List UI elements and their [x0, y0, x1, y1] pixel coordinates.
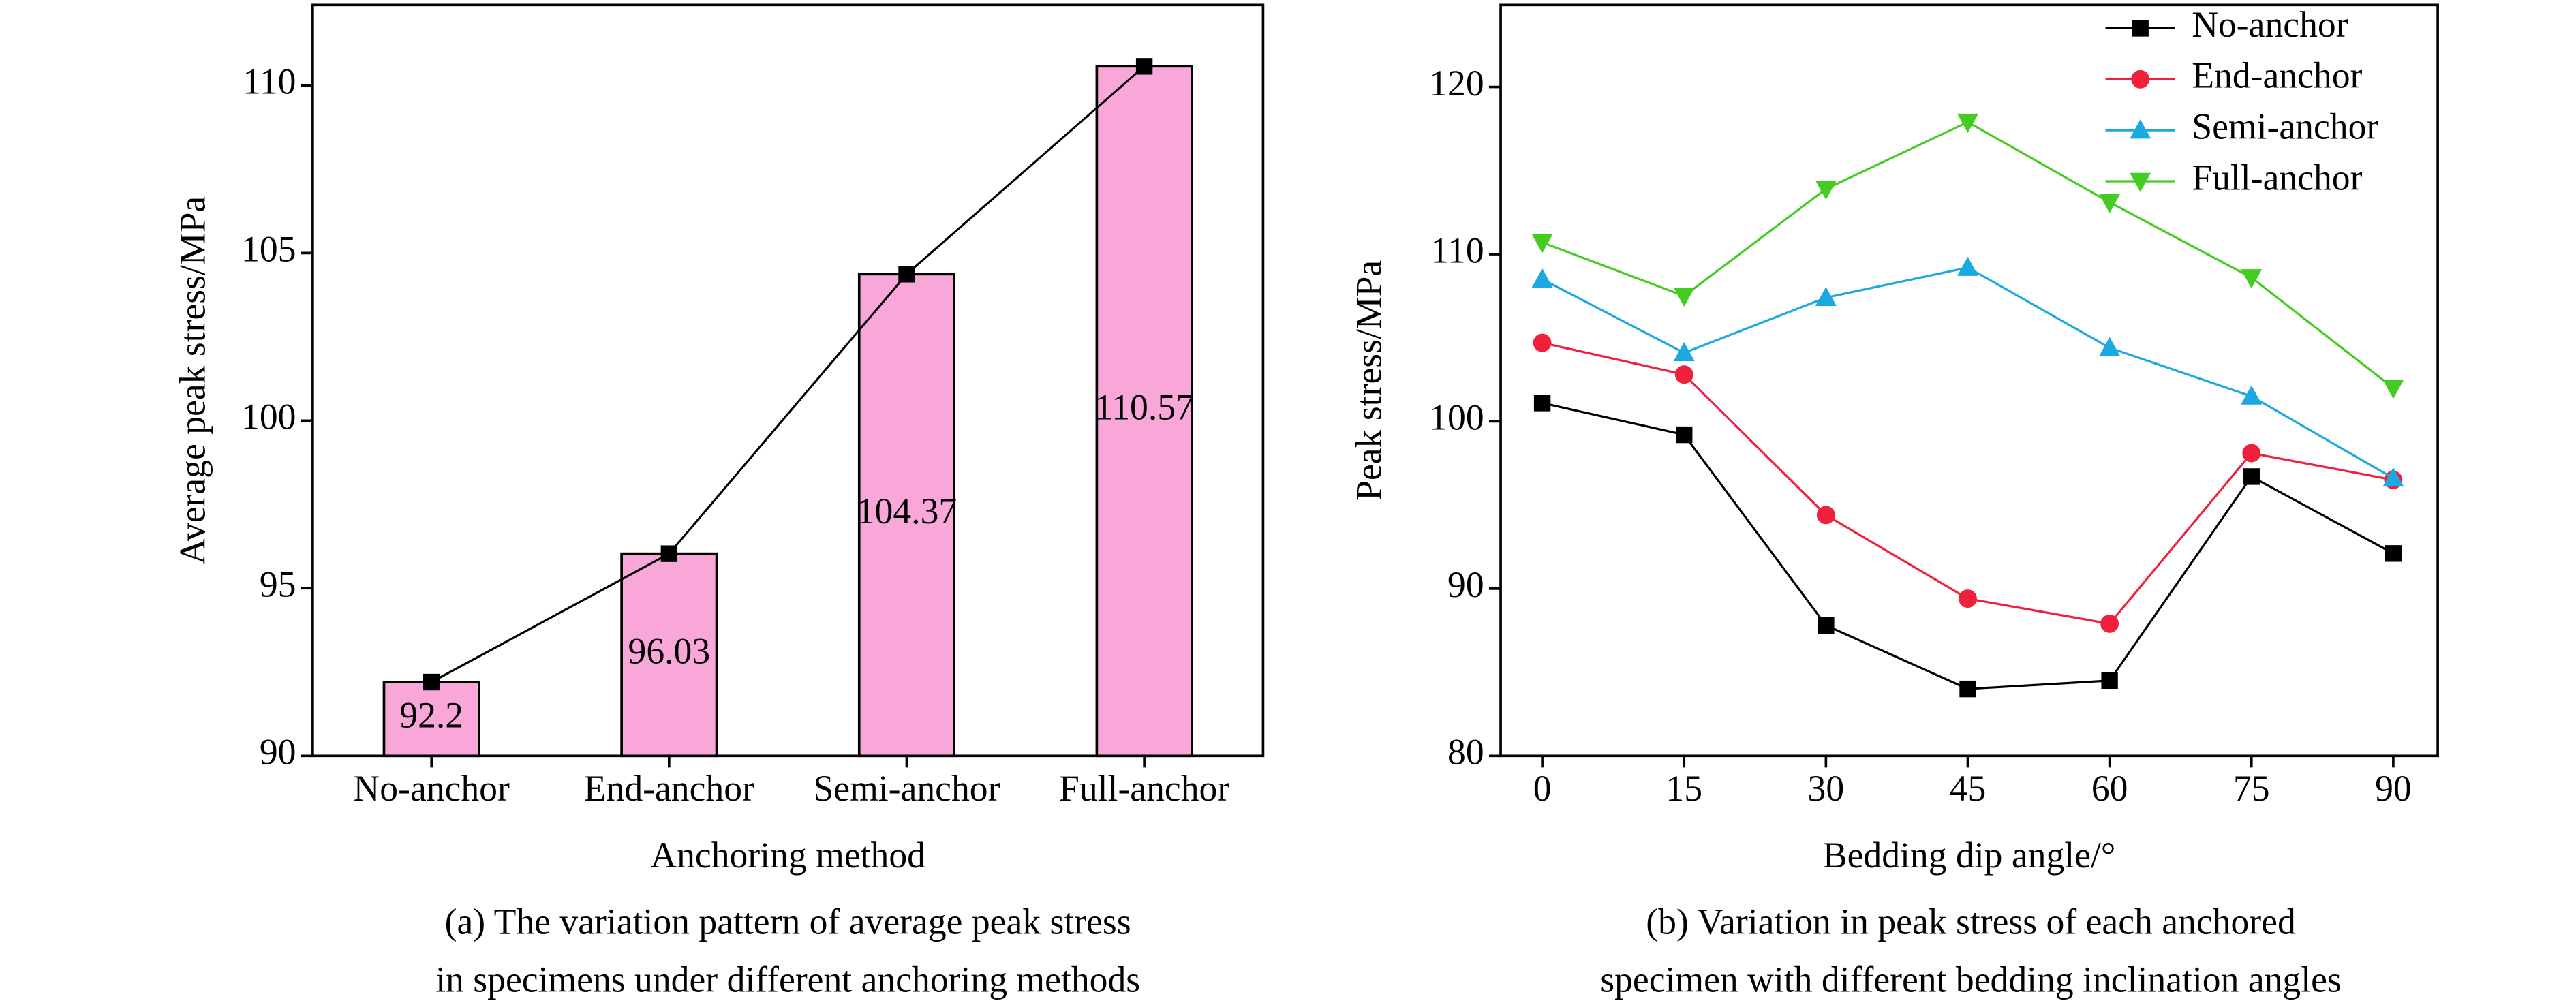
marker: [2382, 380, 2404, 399]
marker: [1135, 58, 1153, 75]
marker: [2130, 172, 2151, 192]
value-label: 110.57: [1094, 387, 1193, 428]
x-tick-label: 90: [2375, 768, 2412, 809]
y-tick-label: 95: [260, 564, 296, 605]
x-axis-label: Anchoring method: [650, 835, 925, 876]
x-axis-label: Bedding dip angle/°: [1823, 835, 2116, 876]
marker: [2132, 20, 2149, 37]
marker: [2385, 545, 2402, 562]
value-label: 96.03: [628, 630, 711, 671]
y-tick-label: 80: [1447, 732, 1484, 773]
marker: [1533, 395, 1551, 412]
plot-frame: [311, 3, 1265, 758]
marker: [1959, 589, 1977, 608]
legend-label: Full-anchor: [2192, 157, 2362, 198]
x-tick-label: 60: [2091, 768, 2128, 809]
marker: [660, 545, 678, 562]
marker: [1531, 268, 1553, 288]
y-tick-label: 100: [241, 397, 296, 437]
plot-frame: [1499, 3, 2439, 758]
y-tick-label: 90: [1447, 564, 1484, 605]
y-tick-label: 120: [1429, 63, 1484, 104]
marker: [2241, 385, 2263, 405]
marker: [2242, 444, 2261, 463]
x-tick-label: 0: [1533, 768, 1552, 809]
marker: [1531, 234, 1553, 253]
marker: [2382, 467, 2404, 487]
y-tick-label: 100: [1429, 397, 1484, 438]
marker: [1815, 181, 1837, 200]
marker: [2130, 119, 2151, 139]
marker: [898, 266, 915, 283]
x-tick-label: No-anchor: [354, 768, 510, 809]
x-tick-label: 30: [1808, 768, 1845, 809]
caption: (b) Variation in peak stress of each anc…: [1646, 901, 2296, 942]
marker: [2099, 194, 2121, 213]
x-tick-label: Semi-anchor: [813, 768, 1000, 809]
marker: [1673, 288, 1695, 307]
value-label: 92.2: [399, 694, 463, 735]
caption: in specimens under different anchoring m…: [435, 959, 1140, 1000]
legend-label: Semi-anchor: [2192, 106, 2378, 146]
y-tick-label: 90: [260, 732, 296, 773]
caption: (a) The variation pattern of average pea…: [445, 901, 1131, 942]
marker: [2100, 614, 2119, 633]
marker: [2241, 269, 2263, 289]
marker: [1816, 506, 1835, 525]
marker: [2131, 69, 2150, 89]
x-tick-label: Full-anchor: [1059, 768, 1229, 809]
marker: [1959, 680, 1976, 698]
marker: [1673, 341, 1695, 361]
bar: [620, 552, 718, 758]
marker: [1815, 286, 1837, 307]
series-line: [1542, 266, 2394, 480]
legend-label: End-anchor: [2192, 55, 2362, 96]
marker: [1533, 333, 1552, 352]
trend-line: [431, 65, 1146, 683]
y-axis-label: Average peak stress/MPa: [172, 196, 213, 565]
x-tick-label: 15: [1666, 768, 1702, 809]
marker: [1957, 113, 1978, 134]
marker: [2099, 337, 2121, 356]
x-tick-label: 45: [1950, 768, 1987, 809]
y-tick-label: 110: [1430, 230, 1484, 270]
marker: [423, 673, 440, 691]
series-line: [1542, 401, 2394, 690]
marker: [1957, 256, 1978, 276]
marker: [2101, 672, 2118, 690]
marker: [1674, 365, 1693, 384]
marker: [1818, 617, 1835, 634]
y-axis-label: Peak stress/MPa: [1349, 260, 1390, 501]
x-tick-label: 75: [2233, 768, 2270, 809]
legend-label: No-anchor: [2192, 4, 2348, 45]
y-tick-label: 105: [241, 229, 296, 270]
y-tick-label: 110: [243, 61, 296, 102]
caption: specimen with different bedding inclinat…: [1600, 959, 2342, 1000]
value-label: 104.37: [857, 491, 957, 531]
marker: [2243, 468, 2260, 485]
bar: [857, 273, 956, 758]
marker: [1676, 426, 1693, 444]
x-tick-label: End-anchor: [584, 768, 754, 809]
